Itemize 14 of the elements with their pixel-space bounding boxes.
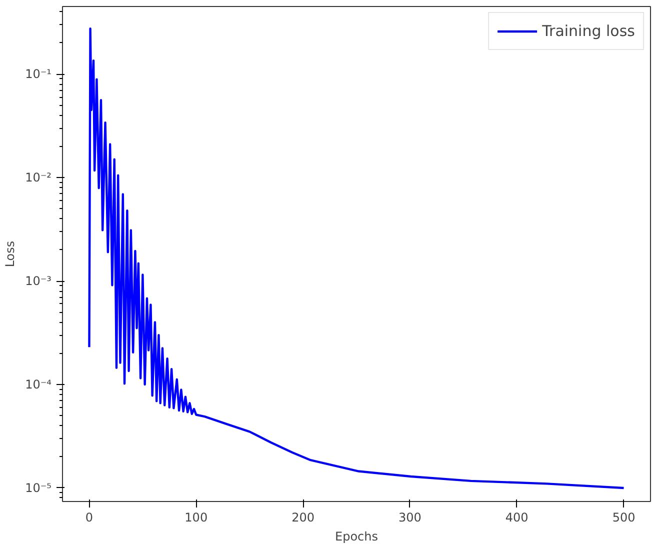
y-tick-label: 10⁻³ <box>25 274 52 288</box>
x-tick-label: 100 <box>184 510 208 524</box>
x-tick-label: 400 <box>505 510 528 524</box>
x-axis-title: Epochs <box>335 530 378 544</box>
y-tick-label: 10⁻¹ <box>25 67 52 82</box>
x-tick-label: 300 <box>398 510 422 524</box>
x-tick-label: 500 <box>612 510 636 524</box>
y-tick-label: 10⁻⁵ <box>25 480 52 495</box>
y-tick-label: 10⁻⁴ <box>25 378 52 392</box>
y-axis-title: Loss <box>3 240 18 268</box>
legend-label: Training loss <box>542 22 635 40</box>
x-tick-label: 200 <box>292 510 314 524</box>
y-tick-label: 10⁻² <box>25 170 52 185</box>
x-tick-label: 0 <box>85 510 94 524</box>
